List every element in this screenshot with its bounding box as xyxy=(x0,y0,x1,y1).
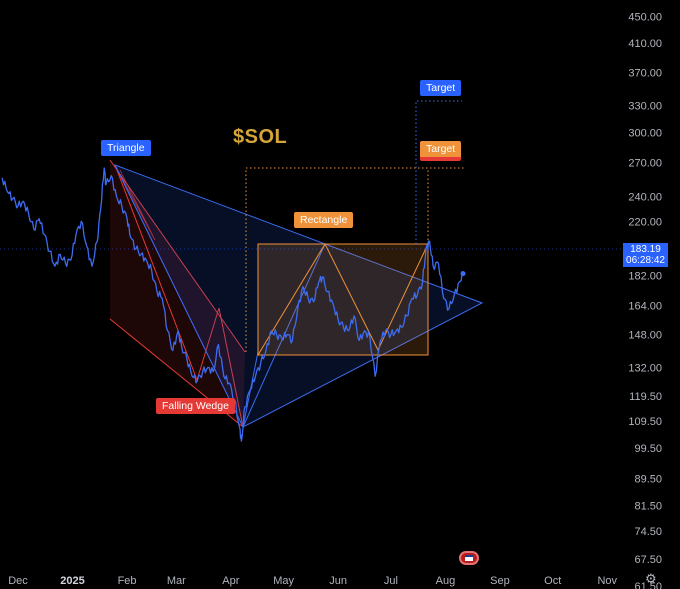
last-price-dot xyxy=(460,271,466,277)
blue-target-projection xyxy=(415,100,462,244)
y-tick-label: 61.50 xyxy=(634,581,662,589)
x-tick-label: Apr xyxy=(222,575,239,587)
y-tick-label: 164.00 xyxy=(628,300,662,312)
y-tick-label: 450.00 xyxy=(628,12,662,24)
orange-target-label: Target xyxy=(420,141,462,161)
y-tick-label: 182.00 xyxy=(628,271,662,283)
y-tick-label: 410.00 xyxy=(628,38,662,50)
current-price-value: 183.19 xyxy=(630,244,661,255)
y-tick-label: 81.50 xyxy=(634,500,662,512)
y-tick-label: 67.50 xyxy=(634,554,662,566)
y-tick-label: 132.00 xyxy=(628,362,662,374)
x-tick-label: May xyxy=(273,575,294,587)
rectangle-label: Rectangle xyxy=(294,212,354,228)
falling-wedge-label: Falling Wedge xyxy=(156,398,235,414)
y-axis[interactable]: 450.00 410.00 370.00 330.00 300.00 270.00 240.… xyxy=(628,12,662,589)
y-tick-label: 370.00 xyxy=(628,68,662,80)
x-tick-label: Mar xyxy=(167,575,186,587)
blue-target-label: Target xyxy=(420,80,462,96)
gear-icon[interactable]: ⚙ xyxy=(645,571,657,586)
y-tick-label: 330.00 xyxy=(628,100,662,112)
y-tick-label: 74.50 xyxy=(634,526,662,538)
x-axis[interactable]: Dec 2025 Feb Mar Apr May Jun Jul Aug Sep Oct Nov xyxy=(8,575,617,587)
y-tick-label: 240.00 xyxy=(628,191,662,203)
x-tick-label: 2025 xyxy=(60,575,84,587)
bar-countdown: 06:28:42 xyxy=(626,255,665,266)
chart-title: $SOL xyxy=(233,126,288,148)
y-tick-label: 270.00 xyxy=(628,158,662,170)
rectangle-pattern xyxy=(257,242,429,356)
x-tick-label: Oct xyxy=(544,575,561,587)
y-tick-label: 148.00 xyxy=(628,330,662,342)
x-tick-label: Sep xyxy=(490,575,510,587)
y-tick-label: 109.50 xyxy=(628,416,662,428)
current-price-badge: 183.19 06:28:42 xyxy=(623,243,668,267)
y-tick-label: 220.00 xyxy=(628,216,662,228)
x-tick-label: Jun xyxy=(329,575,347,587)
x-tick-label: Dec xyxy=(8,575,28,587)
triangle-label: Triangle xyxy=(101,140,151,156)
x-tick-label: Jul xyxy=(384,575,398,587)
y-tick-label: 99.50 xyxy=(634,443,662,455)
x-tick-label: Nov xyxy=(597,575,617,587)
y-tick-label: 119.50 xyxy=(629,391,662,403)
x-tick-label: Feb xyxy=(118,575,137,587)
us-flag-icon[interactable] xyxy=(459,551,479,565)
y-tick-label: 89.50 xyxy=(634,473,662,485)
orange-target-projection xyxy=(245,167,464,352)
x-tick-label: Aug xyxy=(436,575,456,587)
y-tick-label: 300.00 xyxy=(628,128,662,140)
